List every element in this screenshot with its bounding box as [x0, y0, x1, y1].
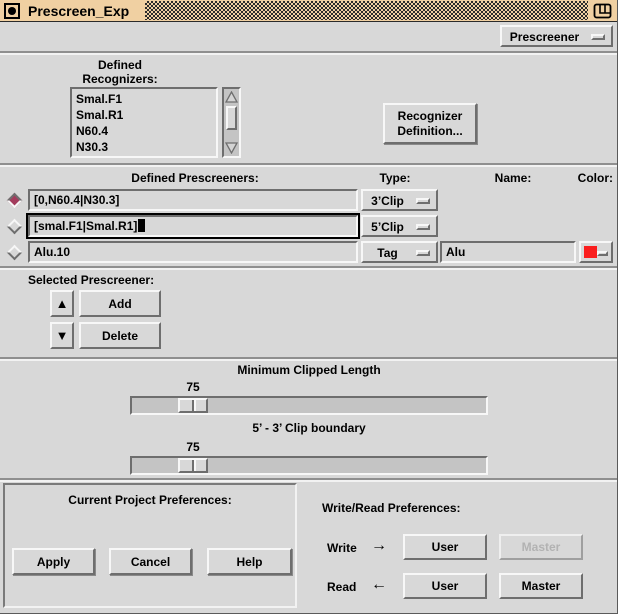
section-divider [0, 357, 617, 361]
write-user-label: User [431, 540, 459, 554]
section-divider [0, 51, 617, 55]
move-down-button[interactable]: ▼ [50, 322, 74, 349]
scroll-up-icon[interactable] [225, 91, 238, 103]
prescreener-menu[interactable]: Prescreener [500, 25, 613, 47]
type-dropdown-label: 5’Clip [371, 220, 404, 234]
window-menu-button[interactable] [4, 3, 20, 19]
type-dropdown-label: Tag [377, 246, 398, 260]
name-header: Name: [494, 171, 532, 185]
scrollbar-thumb[interactable] [226, 106, 237, 130]
add-button[interactable]: Add [79, 290, 161, 317]
defined-recognizers-label-line2: Recognizers: [82, 72, 158, 86]
prescreener-value-text: [0,N60.4|N30.3] [34, 193, 120, 207]
minimum-clipped-length-title: Minimum Clipped Length [237, 363, 381, 377]
apply-button[interactable]: Apply [12, 548, 95, 575]
option-menu-indicator-icon [597, 251, 608, 256]
maximize-icon [593, 3, 611, 19]
cancel-button[interactable]: Cancel [109, 548, 192, 575]
prescreener-value-field[interactable]: Alu.10 [28, 241, 358, 263]
type-dropdown[interactable]: Tag [361, 241, 438, 263]
write-master-label: Master [521, 540, 561, 554]
delete-button[interactable]: Delete [79, 322, 161, 349]
scroll-down-icon[interactable] [225, 142, 238, 154]
type-dropdown-label: 3’Clip [371, 194, 404, 208]
prescreener-name-field[interactable]: Alu [440, 241, 576, 263]
project-preferences-label: Current Project Preferences: [68, 493, 232, 507]
read-master-label: Master [521, 579, 561, 593]
list-item[interactable]: Smal.R1 [76, 108, 124, 122]
list-item[interactable]: Smal.F1 [76, 92, 123, 106]
prescreener-value-field[interactable]: [smal.F1|Smal.R1] [28, 215, 358, 237]
defined-prescreeners-header: Defined Prescreeners: [131, 171, 259, 185]
text-cursor [138, 219, 146, 232]
up-arrow-icon: ▲ [55, 296, 69, 311]
help-button[interactable]: Help [207, 548, 292, 575]
list-item[interactable]: N30.3 [76, 140, 109, 154]
slider-thumb[interactable] [178, 398, 208, 413]
move-up-button[interactable]: ▲ [50, 290, 74, 317]
option-menu-indicator-icon [416, 198, 430, 204]
apply-button-label: Apply [36, 554, 71, 569]
read-label: Read [327, 580, 357, 594]
type-dropdown[interactable]: 3’Clip [361, 189, 438, 211]
color-dropdown[interactable] [579, 241, 613, 263]
prescreener-value-text: [smal.F1|Smal.R1] [34, 219, 138, 233]
min-clipped-slider[interactable] [130, 396, 488, 415]
prescreener-name-text: Alu [446, 245, 466, 259]
project-preferences-panel: Current Project Preferences: Apply Cance… [3, 483, 297, 608]
selected-prescreener-label: Selected Prescreener: [28, 273, 155, 287]
option-menu-indicator-icon [416, 250, 430, 256]
clip-boundary-label: 5’ - 3’ Clip boundary [252, 421, 366, 435]
slider-thumb[interactable] [178, 458, 208, 473]
write-arrow-icon: → [371, 537, 387, 554]
min-clipped-value: 75 [186, 380, 200, 394]
write-master-button[interactable]: Master [499, 534, 583, 560]
read-master-button[interactable]: Master [499, 573, 583, 599]
option-menu-indicator-icon [591, 34, 605, 40]
maximize-button[interactable] [591, 2, 613, 20]
color-swatch [584, 246, 597, 258]
prescreener-radio-selected[interactable] [6, 192, 23, 209]
list-item[interactable]: N60.4 [76, 124, 109, 138]
section-divider [0, 478, 617, 482]
recognizer-definition-label-line1: Recognizer [397, 108, 463, 123]
window-menu-icon [8, 7, 16, 15]
prescreener-value-field[interactable]: [0,N60.4|N30.3] [28, 189, 358, 211]
clip-boundary-value: 75 [186, 440, 200, 454]
type-header: Type: [379, 171, 411, 185]
recognizer-definition-label-line2: Definition... [397, 123, 463, 138]
down-arrow-icon: ▼ [55, 328, 69, 343]
write-read-preferences-label: Write/Read Preferences: [322, 501, 461, 515]
read-user-label: User [431, 579, 459, 593]
type-dropdown[interactable]: 5’Clip [361, 215, 438, 237]
titlebar[interactable]: Prescreen_Exp [0, 0, 617, 22]
option-menu-indicator-icon [416, 224, 430, 230]
window-title: Prescreen_Exp [28, 3, 130, 19]
titlebar-pattern[interactable] [145, 1, 588, 20]
section-divider [0, 163, 617, 167]
write-label: Write [327, 541, 357, 555]
recognizer-scrollbar[interactable] [222, 87, 241, 158]
prescreener-menu-label: Prescreener [509, 30, 580, 44]
help-button-label: Help [236, 554, 263, 569]
defined-recognizers-label-line1: Defined [97, 58, 142, 72]
read-user-button[interactable]: User [403, 573, 487, 599]
color-header: Color: [577, 171, 613, 185]
read-arrow-icon: ← [371, 576, 387, 593]
write-user-button[interactable]: User [403, 534, 487, 560]
prescreener-radio[interactable] [6, 218, 23, 235]
section-divider [0, 266, 617, 270]
recognizer-list[interactable]: Smal.F1 Smal.R1 N60.4 N30.3 [70, 87, 218, 158]
prescreener-value-text: Alu.10 [34, 245, 71, 259]
clip-boundary-slider[interactable] [130, 456, 488, 475]
recognizer-definition-button[interactable]: Recognizer Definition... [383, 103, 477, 144]
delete-button-label: Delete [101, 328, 139, 343]
cancel-button-label: Cancel [130, 554, 171, 569]
add-button-label: Add [108, 296, 132, 311]
prescreener-radio[interactable] [6, 244, 23, 261]
